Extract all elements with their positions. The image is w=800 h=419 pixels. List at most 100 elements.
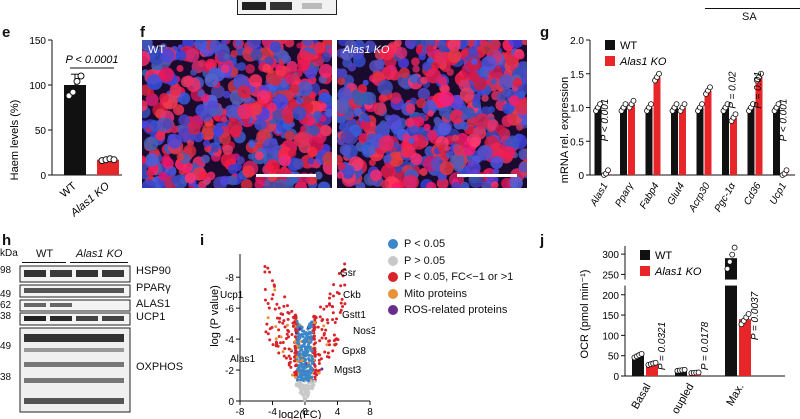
legend-text: P < 0.05, FC<−1 or >1 — [404, 271, 514, 284]
protein-point — [282, 319, 286, 323]
protein-point — [335, 317, 339, 321]
p-value: P = 0.01 — [753, 71, 764, 108]
top-blot-crop — [237, 0, 337, 15]
lipid-droplet — [142, 155, 147, 165]
kda-49b: 49 — [0, 341, 12, 352]
protein-point — [313, 354, 317, 358]
lipid-droplet — [230, 50, 238, 58]
nucleus — [487, 106, 495, 114]
protein-point — [295, 329, 299, 333]
protein-point — [313, 321, 317, 325]
nucleus — [504, 135, 520, 150]
protein-point — [300, 329, 304, 333]
protein-point — [333, 321, 337, 325]
protein-point — [275, 316, 279, 320]
category-label: Pgc-1α — [713, 181, 739, 214]
lipid-droplet — [413, 116, 425, 127]
gene-label: Gsr — [340, 268, 357, 279]
lipid-droplet — [501, 115, 514, 128]
lipid-droplet — [318, 63, 332, 79]
nucleus — [404, 40, 416, 49]
protein-point — [326, 321, 330, 325]
nucleus — [409, 97, 418, 106]
nucleus — [297, 81, 313, 97]
lipid-droplet — [245, 64, 255, 74]
protein-point — [289, 357, 293, 361]
bar — [653, 77, 661, 175]
y-tick-label: 2.0 — [570, 36, 584, 47]
bar — [755, 77, 763, 175]
lipid-droplet — [370, 169, 383, 182]
protein-point — [304, 339, 308, 343]
data-point — [630, 97, 637, 104]
lipid-droplet — [267, 102, 277, 112]
protein-point — [290, 373, 294, 377]
lipid-droplet — [262, 63, 272, 73]
protein-point — [305, 390, 309, 394]
protein-point — [303, 373, 307, 377]
gene-label: Mgst3 — [334, 365, 362, 376]
legend-dot — [388, 288, 398, 299]
protein-point — [263, 287, 267, 291]
protein-point — [303, 350, 307, 354]
protein-point — [328, 339, 332, 343]
protein-point — [337, 271, 341, 275]
protein-point — [294, 375, 298, 379]
protein-point — [318, 315, 322, 319]
sa-label: SA — [742, 11, 757, 23]
lipid-droplet — [337, 162, 346, 171]
protein-point — [309, 331, 313, 335]
protein-point — [327, 355, 331, 359]
protein-point — [316, 325, 320, 329]
lipid-droplet — [427, 110, 434, 117]
legend-text: P < 0.05 — [404, 238, 446, 251]
lipid-droplet — [337, 77, 346, 86]
category-label: oupled — [670, 382, 697, 417]
protein-point — [298, 372, 302, 376]
lipid-droplet — [378, 135, 394, 151]
protein-point — [317, 362, 321, 366]
data-point — [783, 167, 790, 174]
western-blot — [19, 265, 131, 413]
nucleus — [516, 90, 526, 100]
nucleus — [209, 40, 222, 52]
kda-label: kDa — [0, 248, 18, 259]
category-label: Cd36 — [742, 181, 764, 208]
protein-point — [327, 343, 331, 347]
protein-point — [281, 350, 285, 354]
lipid-droplet — [420, 76, 429, 85]
bar — [594, 107, 602, 175]
nucleus — [409, 74, 420, 84]
nucleus — [449, 153, 465, 169]
protein-point — [277, 306, 281, 310]
protein-point — [303, 364, 307, 368]
nucleus — [408, 137, 415, 145]
data-point — [69, 88, 77, 96]
lipid-droplet — [388, 151, 404, 167]
nucleus — [160, 43, 167, 50]
lipid-droplet — [158, 67, 175, 83]
protein-point — [267, 306, 271, 310]
nucleus — [417, 126, 425, 134]
lipid-droplet — [522, 40, 527, 46]
lipid-droplet — [313, 41, 326, 54]
nucleus — [344, 165, 355, 176]
lipid-droplet — [411, 57, 420, 67]
legend-swatch-wt — [640, 250, 650, 260]
protein-point — [278, 341, 282, 345]
protein-point — [303, 345, 307, 349]
data-point — [758, 70, 764, 77]
y-tick-label: 0 — [40, 171, 46, 182]
nucleus — [502, 103, 514, 115]
protein-point — [294, 313, 298, 317]
protein-point — [310, 366, 314, 370]
protein-point — [319, 305, 323, 309]
panel-letter-g: g — [540, 24, 550, 41]
group-ko-line — [70, 262, 128, 263]
protein-point — [328, 296, 332, 300]
lipid-droplet — [405, 103, 416, 114]
category-label: Glut4 — [666, 181, 688, 208]
nucleus — [203, 139, 211, 148]
legend-item: Mito proteins — [388, 286, 548, 303]
y-tick-label: 0.5 — [570, 137, 584, 148]
